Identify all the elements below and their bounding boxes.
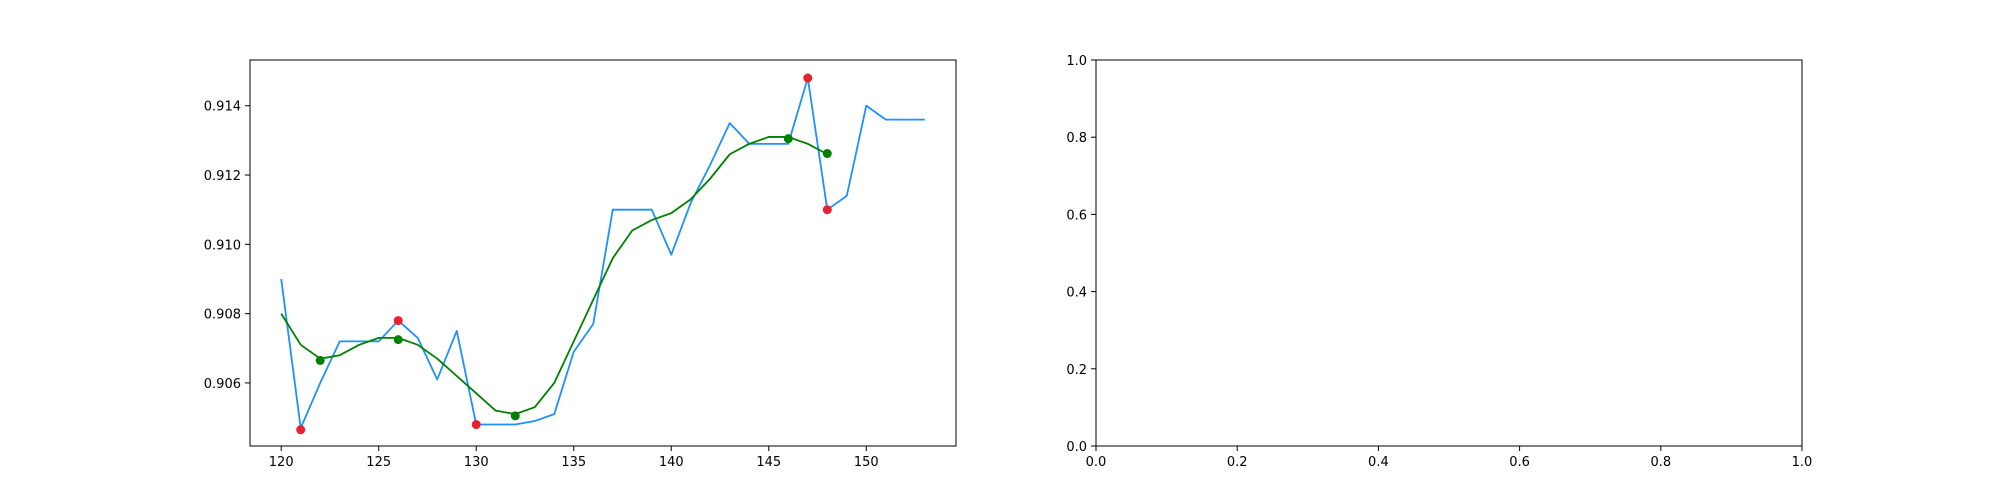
y-tick-label: 0.912 <box>204 169 241 184</box>
series-3-point <box>783 134 793 144</box>
x-tick-label: 145 <box>756 455 781 470</box>
x-tick-label: 0.2 <box>1227 455 1248 470</box>
series-3-point <box>393 335 403 345</box>
x-tick-label: 0.8 <box>1650 455 1671 470</box>
series-3-point <box>315 355 325 365</box>
series-0-line <box>280 77 925 429</box>
y-tick-label: 0.2 <box>1066 363 1087 378</box>
x-tick-label: 130 <box>464 455 489 470</box>
y-tick-label: 0.908 <box>204 308 241 323</box>
series-1-line <box>280 136 828 416</box>
y-tick-label: 0.4 <box>1066 286 1087 301</box>
left-axes: 120 125 130 135 140 145 150 0.906 0.908 0.910 0.91… <box>204 59 957 470</box>
y-tick-label: 0.914 <box>204 100 241 115</box>
x-tick-label: 0.4 <box>1368 455 1389 470</box>
series-2-point <box>822 205 832 215</box>
series-3-point <box>510 411 520 421</box>
series-2-point <box>393 316 403 326</box>
series-3-point <box>822 149 832 159</box>
series-2-point <box>471 420 481 430</box>
y-tick-label: 0.906 <box>204 377 241 392</box>
x-tick-label: 140 <box>659 455 684 470</box>
x-tick-label: 150 <box>854 455 879 470</box>
series-2-point <box>296 425 306 435</box>
axes-frame <box>249 59 957 447</box>
x-tick-label: 0.0 <box>1086 455 1107 470</box>
series-2-point <box>803 73 813 83</box>
x-tick-label: 125 <box>366 455 391 470</box>
x-tick-label: 120 <box>269 455 294 470</box>
right-axes: 0.0 0.2 0.4 0.6 0.8 1.0 0.0 0.2 0.4 0.6 0.8 1.0 <box>1066 54 1812 470</box>
y-tick-label: 0.0 <box>1066 440 1087 455</box>
x-tick-label: 135 <box>561 455 586 470</box>
x-tick-label: 1.0 <box>1792 455 1813 470</box>
axes-frame <box>1095 59 1803 447</box>
y-tick-label: 0.8 <box>1066 131 1087 146</box>
y-tick-label: 1.0 <box>1066 54 1087 69</box>
y-tick-label: 0.910 <box>204 238 241 253</box>
y-tick-label: 0.6 <box>1066 208 1087 223</box>
x-tick-label: 0.6 <box>1509 455 1530 470</box>
